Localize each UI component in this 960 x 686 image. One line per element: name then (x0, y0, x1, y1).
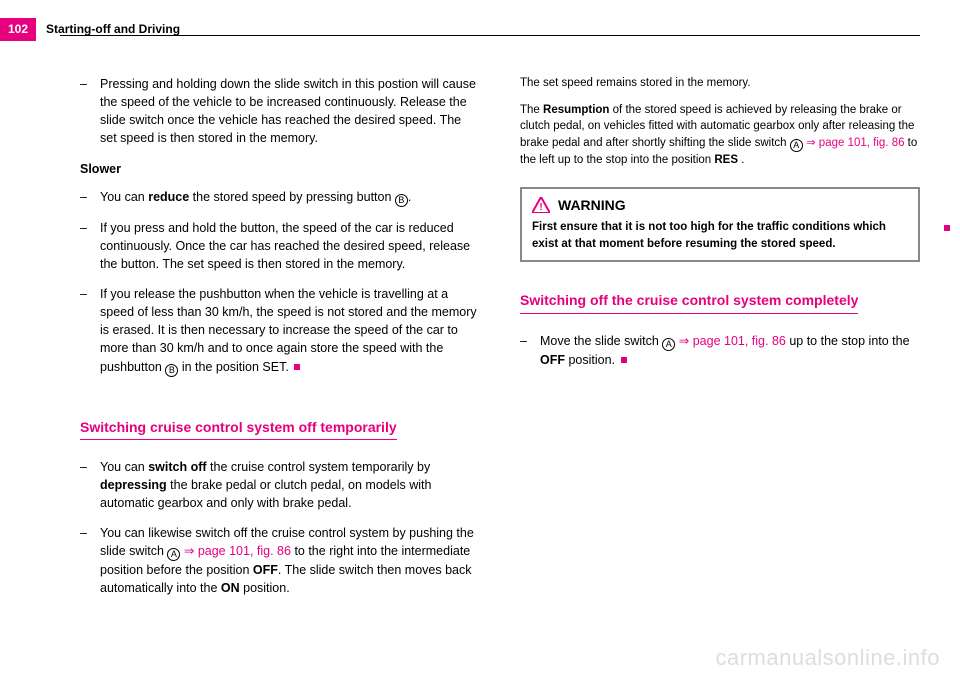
text-run: in the position SET. (178, 360, 288, 374)
end-square-icon (294, 364, 300, 370)
warning-header: ! WARNING (522, 189, 918, 219)
list-item: – Pressing and holding down the slide sw… (80, 75, 480, 148)
list-item: – Move the slide switch A ⇒ page 101, fi… (520, 332, 920, 369)
paragraph: The set speed remains stored in the memo… (520, 75, 920, 92)
list-item: – You can reduce the stored speed by pre… (80, 188, 480, 207)
circle-b-icon: B (165, 364, 178, 377)
list-item: – If you release the pushbutton when the… (80, 285, 480, 377)
text-bold: RES (714, 154, 738, 166)
text-run: up to the stop into the (786, 334, 910, 348)
text-run: position. (240, 581, 290, 595)
bullet-text: You can reduce the stored speed by press… (100, 188, 480, 207)
header-rule (60, 35, 920, 36)
paragraph: The Resumption of the stored speed is ac… (520, 102, 920, 169)
page-ref-link[interactable]: ⇒ page 101, fig. 86 (679, 334, 786, 348)
bullet-dash: – (80, 524, 100, 597)
warning-label: WARNING (558, 195, 626, 215)
text-bold: depressing (100, 478, 167, 492)
text-run: You can (100, 460, 148, 474)
text-bold: Resumption (543, 104, 609, 116)
text-run: Move the slide switch (540, 334, 662, 348)
slower-heading: Slower (80, 160, 480, 178)
text-bold: reduce (148, 190, 189, 204)
text-run: position. (565, 353, 615, 367)
bullet-text: If you release the pushbutton when the v… (100, 285, 480, 377)
text-bold: OFF (253, 563, 278, 577)
watermark: carmanualsonline.info (715, 642, 940, 674)
circle-a-icon: A (662, 338, 675, 351)
text-run: The (520, 104, 543, 116)
bullet-text: Pressing and holding down the slide swit… (100, 75, 480, 148)
bullet-dash: – (520, 332, 540, 369)
heading-temp-off: Switching cruise control system off temp… (80, 417, 397, 440)
bullet-text: Move the slide switch A ⇒ page 101, fig.… (540, 332, 920, 369)
text-run: If you release the pushbutton when the v… (100, 287, 477, 374)
left-column: – Pressing and holding down the slide sw… (80, 75, 480, 610)
warning-triangle-icon: ! (532, 197, 550, 213)
page-ref-link[interactable]: ⇒ page 101, fig. 86 (184, 544, 291, 558)
text-bold: switch off (148, 460, 206, 474)
list-item: – You can switch off the cruise control … (80, 458, 480, 512)
circle-a-icon: A (167, 548, 180, 561)
text-run: the cruise control system temporarily by (207, 460, 431, 474)
list-item: – You can likewise switch off the cruise… (80, 524, 480, 597)
end-square-icon (621, 357, 627, 363)
bullet-text: You can switch off the cruise control sy… (100, 458, 480, 512)
content: – Pressing and holding down the slide sw… (80, 75, 920, 610)
page-header: 102 Starting-off and Driving (0, 18, 960, 41)
bullet-dash: – (80, 188, 100, 207)
text-run: the stored speed by pressing button (189, 190, 395, 204)
circle-b-icon: B (395, 194, 408, 207)
bullet-text: If you press and hold the button, the sp… (100, 219, 480, 273)
text-run: You can (100, 190, 148, 204)
list-item: – If you press and hold the button, the … (80, 219, 480, 273)
bullet-dash: – (80, 75, 100, 148)
bullet-dash: – (80, 219, 100, 273)
bullet-text: You can likewise switch off the cruise c… (100, 524, 480, 597)
heading-complete-off: Switching off the cruise control system … (520, 290, 858, 313)
svg-text:!: ! (539, 202, 542, 213)
text-run: . (738, 154, 744, 166)
text-bold: OFF (540, 353, 565, 367)
warning-box: ! WARNING First ensure that it is not to… (520, 187, 920, 263)
right-column: The set speed remains stored in the memo… (520, 75, 920, 610)
end-square-icon (944, 225, 950, 231)
circle-a-icon: A (790, 139, 803, 152)
bullet-dash: – (80, 285, 100, 377)
bullet-dash: – (80, 458, 100, 512)
page-number-badge: 102 (0, 18, 36, 41)
text-bold: ON (221, 581, 240, 595)
warning-body: First ensure that it is not too high for… (522, 219, 918, 260)
page-ref-link[interactable]: ⇒ page 101, fig. 86 (806, 137, 905, 149)
